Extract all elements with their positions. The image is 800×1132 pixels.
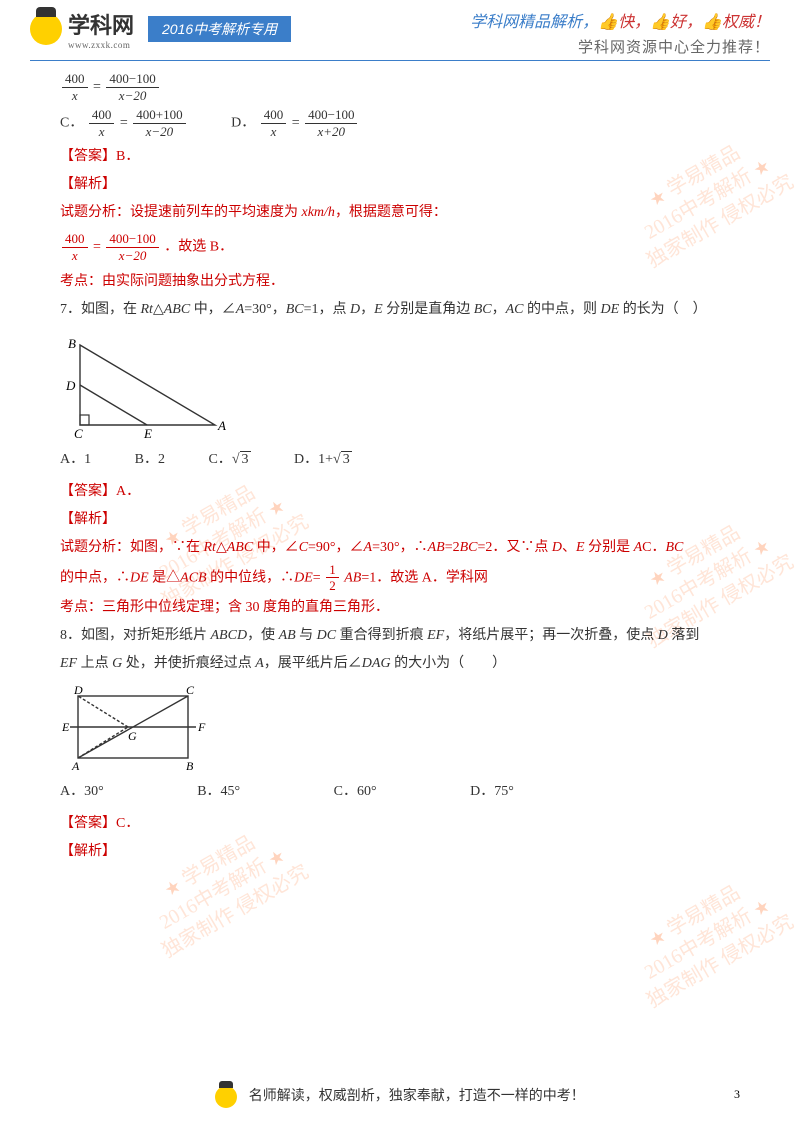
page-header: 学科网 www.zxxk.com 2016中考解析专用 学科网精品解析，👍快，👍… <box>0 0 800 60</box>
svg-text:E: E <box>61 720 70 734</box>
footer-text: 名师解读，权威剖析，独家奉献，打造不一样的中考！ <box>249 1089 585 1104</box>
page-number: 3 <box>734 1087 740 1102</box>
footer: 名师解读，权威剖析，独家奉献，打造不一样的中考！ <box>0 1085 800 1108</box>
header-divider <box>30 60 770 61</box>
header-right: 学科网精品解析，👍快，👍好，👍权威！ 学科网资源中心全力推荐！ <box>470 8 770 57</box>
logo-name: 学科网 <box>68 8 134 40</box>
q8-stem: 8．如图，对折矩形纸片 ABCD，使 AB 与 DC 重合得到折痕 EF，将纸片… <box>60 622 740 650</box>
q7-kaodian: 考点：三角形中位线定理；含 30 度角的直角三角形． <box>60 594 740 622</box>
q7-option-a: A．1 <box>60 446 91 474</box>
svg-text:G: G <box>128 729 137 743</box>
q8-analysis-label: 【解析】 <box>60 838 740 866</box>
svg-text:F: F <box>197 720 206 734</box>
watermark: ★ 学易精品 2016中考解析 ★ 独家制作 侵权必究 <box>617 864 799 1014</box>
content: 400x = 400−100x−20 C． 400x = 400+100x−20… <box>0 71 800 866</box>
footer-icon <box>215 1086 237 1108</box>
q6-options-cd: C． 400x = 400+100x−20 D． 400x = 400−100x… <box>60 107 740 139</box>
tagline: 学科网精品解析，👍快，👍好，👍权威！ <box>470 8 770 32</box>
svg-text:E: E <box>143 426 152 440</box>
svg-text:A: A <box>71 759 80 773</box>
svg-text:D: D <box>65 378 76 393</box>
q6-option-d: D． 400x = 400−100x+20 <box>231 107 359 139</box>
q7-analysis-1: 试题分析：如图，∵在 Rt△ABC 中，∠C=90°，∠A=30°，∴AB=2B… <box>60 534 740 562</box>
svg-text:B: B <box>186 759 194 773</box>
q7-analysis-2: 的中点，∴DE 是△ACB 的中位线，∴DE= 12 AB=1．故选 A．学科网 <box>60 562 740 594</box>
q6-analysis-eq: 400x = 400−100x−20 ．故选 B． <box>60 231 740 263</box>
logo-icon <box>30 13 62 45</box>
svg-text:C: C <box>74 426 83 440</box>
q8-option-d: D．75° <box>470 778 514 806</box>
q8-option-a: A．30° <box>60 778 104 806</box>
q6-answer: 【答案】B． <box>60 143 740 171</box>
q6-option-c: C． 400x = 400+100x−20 <box>60 107 188 139</box>
q8-option-c: C．60° <box>334 778 377 806</box>
q6-equation: 400x = 400−100x−20 <box>60 71 740 103</box>
q7-option-d: D．1+3 <box>294 446 352 474</box>
q7-figure: B D C E A <box>60 330 740 440</box>
svg-text:B: B <box>68 336 76 351</box>
logo-area: 学科网 www.zxxk.com 2016中考解析专用 <box>30 8 291 50</box>
q6-analysis-label: 【解析】 <box>60 171 740 199</box>
q8-figure: D C E F A B G <box>60 684 740 774</box>
q7-answer: 【答案】A． <box>60 478 740 506</box>
q7-stem: 7．如图，在 Rt△ABC 中，∠A=30°，BC=1，点 D，E 分别是直角边… <box>60 296 740 324</box>
q6-analysis-text: 试题分析：设提速前列车的平均速度为 xkm/h，根据题意可得： <box>60 199 740 227</box>
logo-url: www.zxxk.com <box>68 40 134 50</box>
q8-option-b: B．45° <box>197 778 240 806</box>
q8-answer: 【答案】C． <box>60 810 740 838</box>
svg-text:D: D <box>73 684 83 697</box>
logo-text: 学科网 www.zxxk.com <box>68 8 134 50</box>
q7-option-b: B．2 <box>135 446 165 474</box>
q7-analysis-label: 【解析】 <box>60 506 740 534</box>
q8-stem-2: EF 上点 G 处，并使折痕经过点 A，展平纸片后∠DAG 的大小为（ ） <box>60 650 740 678</box>
q8-options: A．30° B．45° C．60° D．75° <box>60 778 740 806</box>
q6-kaodian: 考点：由实际问题抽象出分式方程． <box>60 268 740 296</box>
svg-text:C: C <box>186 684 195 697</box>
subtitle: 学科网资源中心全力推荐！ <box>470 36 770 57</box>
svg-text:A: A <box>217 418 226 433</box>
q7-option-c: C．3 <box>208 446 250 474</box>
q7-options: A．1 B．2 C．3 D．1+3 <box>60 446 740 474</box>
banner: 2016中考解析专用 <box>148 16 291 42</box>
